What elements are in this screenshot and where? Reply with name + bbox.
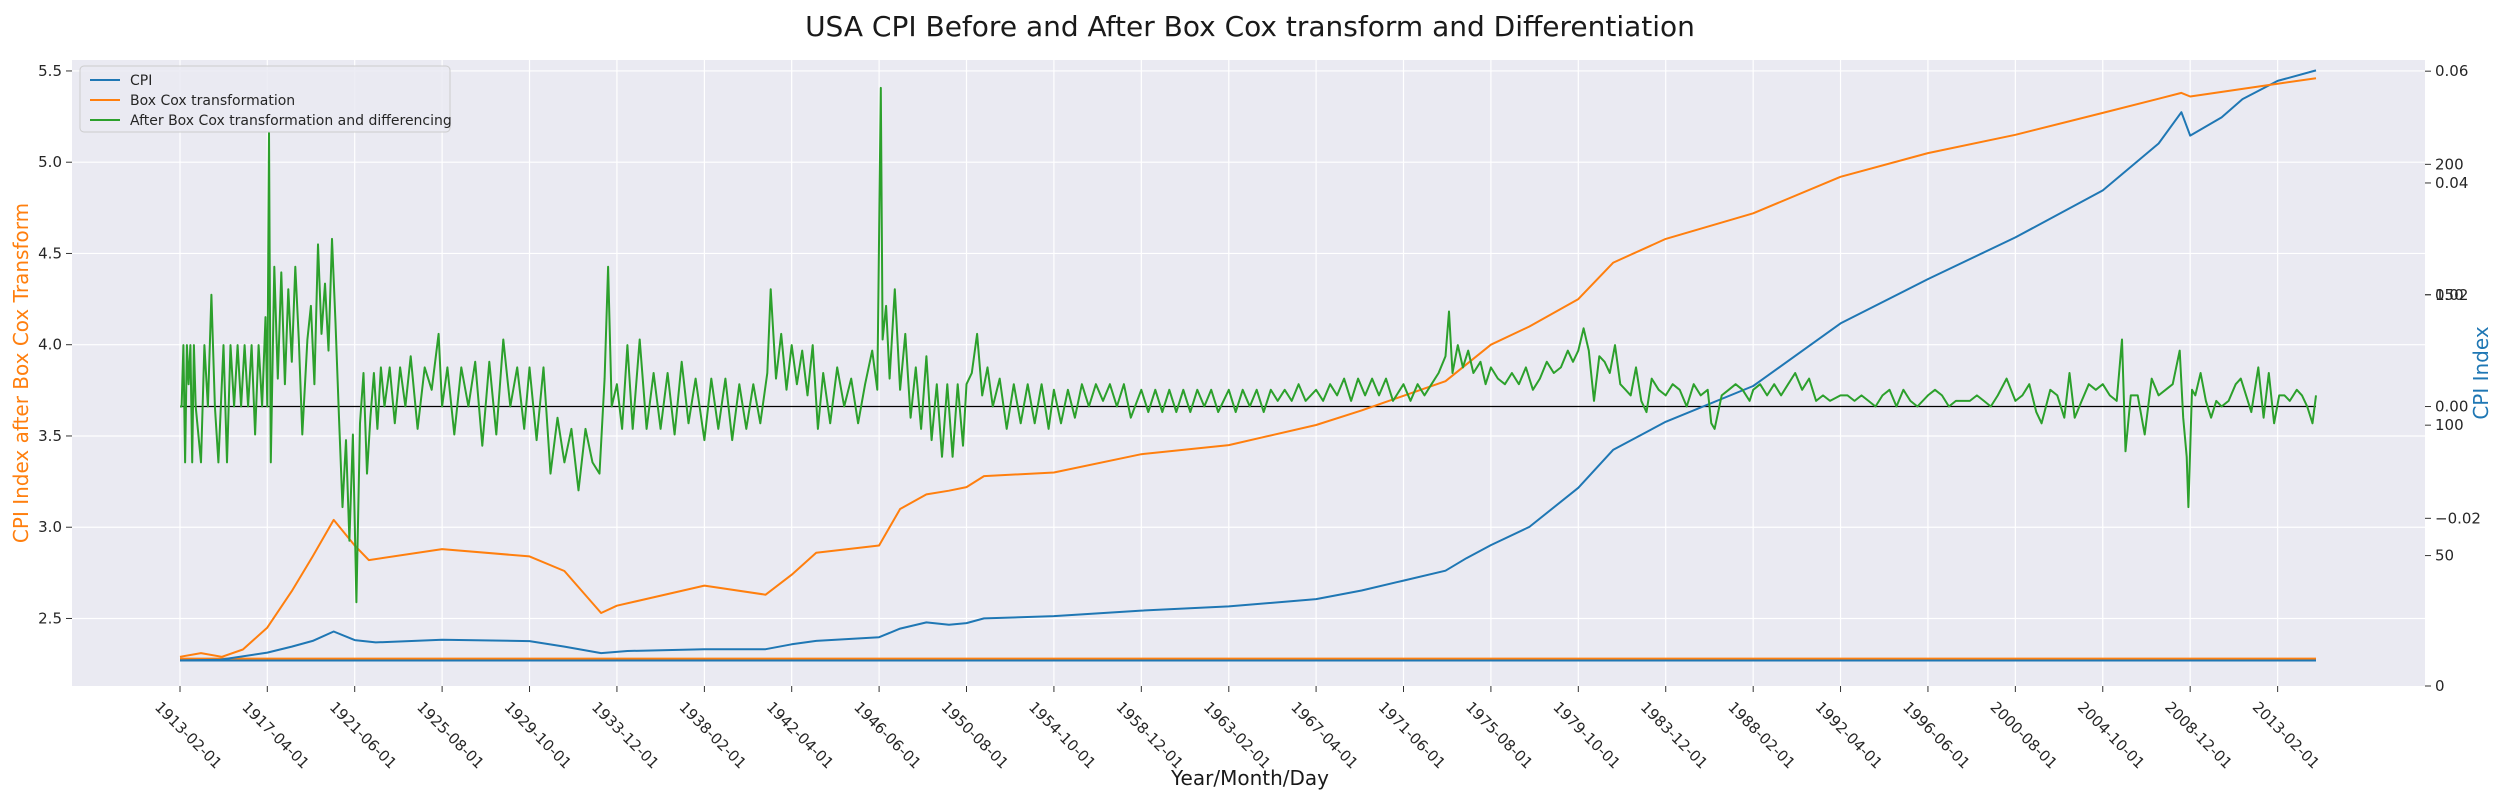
legend-label-1: Box Cox transformation — [130, 93, 295, 109]
x-tick-label: 1950-08-01 — [938, 698, 1012, 772]
legend-box — [79, 65, 451, 133]
right-diff-tick-label: 0.02 — [2435, 286, 2468, 304]
left-y-tick-label: 5.5 — [38, 62, 62, 80]
right-diff-tick-label: 0.06 — [2435, 62, 2468, 80]
x-axis-label: Year/Month/Day — [1170, 766, 1329, 790]
series-line-2 — [180, 86, 2317, 604]
reference-lines — [180, 405, 2316, 662]
left-y-tick-label: 3.0 — [38, 518, 62, 536]
x-tick-label: 1963-02-01 — [1200, 698, 1274, 772]
legend-label-2: After Box Cox transformation and differe… — [130, 113, 452, 129]
series-line-0 — [179, 69, 2317, 662]
x-tick-label: 2004-10-01 — [2074, 698, 2148, 772]
right-cpi-tick-label: 0 — [2435, 677, 2445, 695]
left-y-tick-label: 3.5 — [38, 427, 62, 445]
x-tick-label: 2013-02-01 — [2249, 698, 2323, 772]
x-tick-label: 1996-06-01 — [1899, 698, 1973, 772]
x-tick-label: 2000-08-01 — [1987, 698, 2061, 772]
right-diff-tick-label: 0.04 — [2435, 174, 2468, 192]
x-tick-label: 1967-04-01 — [1287, 698, 1361, 772]
x-tick-label: 1958-12-01 — [1112, 698, 1186, 772]
x-tick-label: 1921-06-01 — [326, 698, 400, 772]
x-tick-label: 1938-02-01 — [676, 698, 750, 772]
legend: CPI Box Cox transformation After Box Cox t… — [79, 65, 452, 133]
left-y-axis-label: CPI Index after Box Cox Transform — [9, 203, 33, 543]
x-tick-label: 1975-08-01 — [1462, 698, 1536, 772]
right-diff-tick-label: −0.02 — [2435, 509, 2481, 527]
left-y-tick-label: 4.0 — [38, 336, 62, 354]
x-tick-label: 1954-10-01 — [1025, 698, 1099, 772]
x-tick-label: 1933-12-01 — [588, 698, 662, 772]
left-y-tick-label: 2.5 — [38, 609, 62, 627]
x-tick-label: 1913-02-01 — [151, 698, 225, 772]
x-tick-label: 1946-06-01 — [850, 698, 924, 772]
legend-label-0: CPI — [130, 73, 152, 89]
x-tick-label: 1917-04-01 — [238, 698, 312, 772]
x-tick-label: 1929-10-01 — [501, 698, 575, 772]
x-tick-label: 1971-06-01 — [1375, 698, 1449, 772]
x-tick-label: 1992-04-01 — [1812, 698, 1886, 772]
x-tick-label: 2008-12-01 — [2161, 698, 2235, 772]
x-tick-label: 1942-04-01 — [763, 698, 837, 772]
right-cpi-tick-label: 200 — [2435, 155, 2464, 173]
left-y-tick-label: 4.5 — [38, 244, 62, 262]
x-tick-label: 1925-08-01 — [413, 698, 487, 772]
right-cpi-tick-label: 150 — [2435, 286, 2464, 304]
left-y-tick-label: 5.0 — [38, 153, 62, 171]
series-layer — [179, 69, 2317, 662]
plot-area — [72, 60, 2425, 686]
x-tick-label: 1988-02-01 — [1724, 698, 1798, 772]
x-tick-label: 1983-12-01 — [1637, 698, 1711, 772]
x-tick-label: 1979-10-01 — [1549, 698, 1623, 772]
series-line-1 — [179, 77, 2317, 658]
right-cpi-tick-label: 100 — [2435, 416, 2464, 434]
right-cpi-tick-label: 50 — [2435, 547, 2454, 565]
right-diff-tick-label: 0.00 — [2435, 398, 2468, 416]
chart-title: USA CPI Before and After Box Cox transfo… — [805, 10, 1695, 43]
right-y-axis-label: CPI Index — [2469, 326, 2493, 420]
